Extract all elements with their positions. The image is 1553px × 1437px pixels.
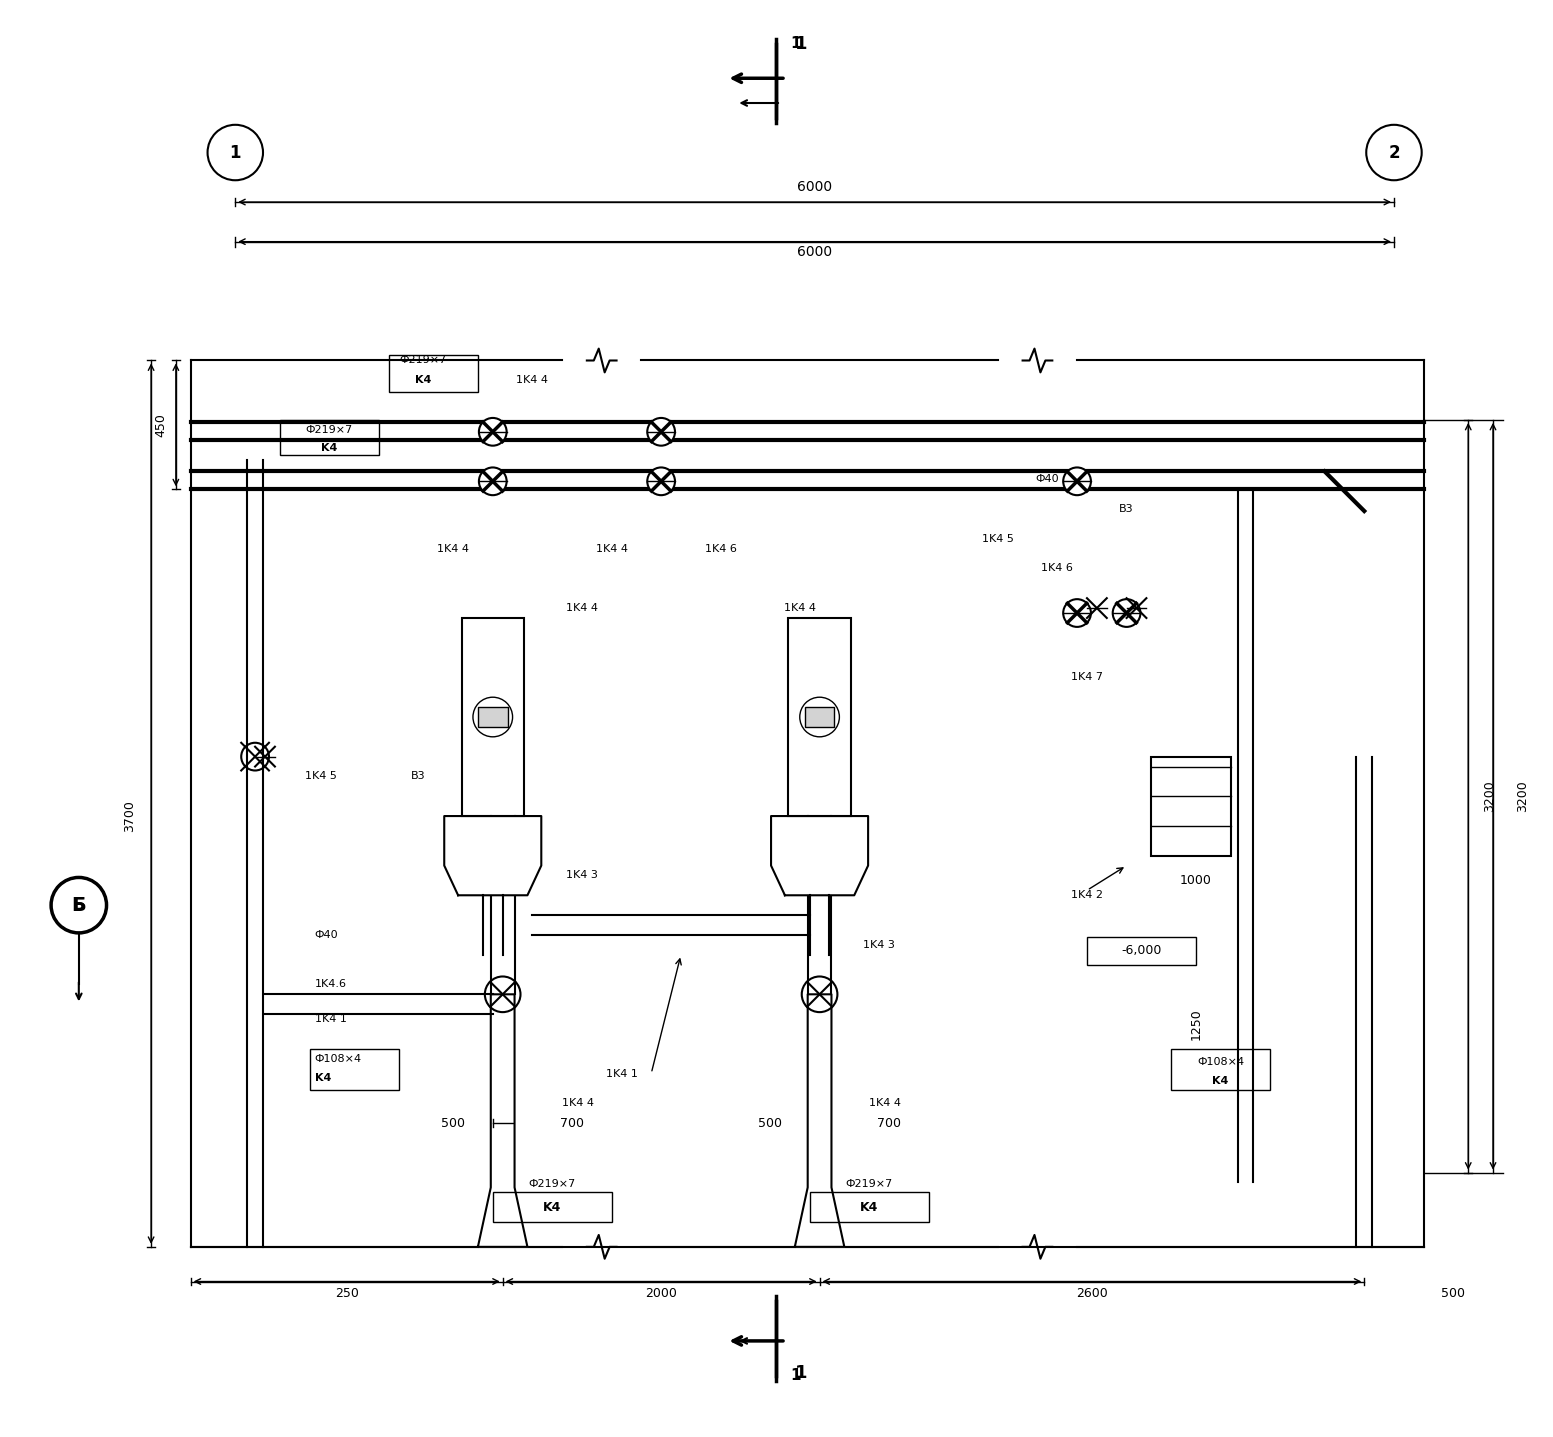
Text: B3: B3 — [1120, 504, 1134, 514]
Bar — [804, 707, 834, 727]
Text: 1K4 4: 1K4 4 — [784, 604, 815, 614]
Text: Ф219×7: Ф219×7 — [845, 1180, 893, 1190]
Text: Ф108×4: Ф108×4 — [1197, 1056, 1244, 1066]
Text: Ф40: Ф40 — [315, 930, 339, 940]
Text: B3: B3 — [412, 772, 426, 782]
Text: 1: 1 — [795, 1364, 808, 1381]
Text: 500: 500 — [441, 1117, 466, 1129]
Text: 250: 250 — [335, 1288, 359, 1300]
Text: K4: K4 — [860, 1201, 879, 1214]
Text: Ф219×7: Ф219×7 — [306, 425, 353, 435]
Text: Ф40: Ф40 — [1036, 474, 1059, 484]
Bar — [1171, 1049, 1270, 1091]
Circle shape — [1112, 599, 1140, 627]
Text: 1000: 1000 — [1180, 874, 1211, 887]
Text: K4: K4 — [415, 375, 432, 385]
Text: 1: 1 — [790, 1368, 801, 1382]
Bar — [280, 420, 379, 454]
Bar — [309, 1049, 399, 1091]
Text: 500: 500 — [758, 1117, 783, 1129]
Text: K4: K4 — [321, 443, 337, 453]
Text: 1K4 3: 1K4 3 — [863, 940, 895, 950]
Text: 1K4 6: 1K4 6 — [705, 543, 736, 553]
Circle shape — [648, 467, 676, 496]
Text: 1: 1 — [790, 36, 801, 52]
Text: K4: K4 — [315, 1073, 331, 1083]
Text: 700: 700 — [561, 1117, 584, 1129]
Bar — [1151, 757, 1230, 855]
Text: 2600: 2600 — [1076, 1288, 1107, 1300]
Bar — [492, 1193, 612, 1221]
Bar — [478, 707, 508, 727]
Bar — [461, 618, 523, 816]
Text: 450: 450 — [154, 412, 168, 437]
Bar — [809, 1193, 929, 1221]
Text: K4: K4 — [1213, 1076, 1228, 1086]
Text: 1K4 4: 1K4 4 — [517, 375, 548, 385]
Text: 1K4.6: 1K4.6 — [315, 980, 346, 990]
Polygon shape — [444, 816, 542, 895]
Polygon shape — [795, 994, 845, 1247]
Text: 1: 1 — [795, 34, 808, 53]
Circle shape — [478, 467, 506, 496]
Text: 1K4 2: 1K4 2 — [1072, 891, 1103, 900]
Circle shape — [648, 418, 676, 445]
Text: 1K4 4: 1K4 4 — [870, 1098, 901, 1108]
Text: 1K4 3: 1K4 3 — [565, 871, 598, 881]
Circle shape — [478, 418, 506, 445]
Text: 3200: 3200 — [1516, 780, 1530, 812]
Text: -6,000: -6,000 — [1121, 944, 1162, 957]
Text: 6000: 6000 — [797, 180, 832, 194]
Text: 6000: 6000 — [797, 244, 832, 259]
Text: 500: 500 — [1441, 1288, 1466, 1300]
Text: 1K4 4: 1K4 4 — [596, 543, 627, 553]
Circle shape — [1064, 467, 1090, 496]
Text: 1K4 7: 1K4 7 — [1072, 673, 1103, 683]
Text: 1250: 1250 — [1190, 1009, 1202, 1040]
Text: 2000: 2000 — [644, 1288, 677, 1300]
Text: 3700: 3700 — [123, 800, 135, 832]
Text: 1K4 6: 1K4 6 — [1042, 563, 1073, 573]
Text: 2: 2 — [1388, 144, 1399, 161]
Text: 1K4 5: 1K4 5 — [304, 772, 337, 782]
Text: 700: 700 — [877, 1117, 901, 1129]
Text: 1K4 5: 1K4 5 — [981, 533, 1014, 543]
Text: 1K4 4: 1K4 4 — [562, 1098, 595, 1108]
Text: 1K4 1: 1K4 1 — [315, 1015, 346, 1025]
Text: 1K4 1: 1K4 1 — [606, 1069, 637, 1079]
Text: 1K4 4: 1K4 4 — [436, 543, 469, 553]
Text: Ф219×7: Ф219×7 — [528, 1180, 576, 1190]
Text: Б: Б — [73, 897, 85, 914]
Bar — [789, 618, 851, 816]
Text: 3200: 3200 — [1483, 780, 1497, 812]
Text: Б: Б — [71, 895, 85, 915]
Text: 1K4 4: 1K4 4 — [565, 604, 598, 614]
Polygon shape — [770, 816, 868, 895]
Bar — [388, 355, 478, 392]
Bar — [1087, 937, 1196, 964]
Text: Ф108×4: Ф108×4 — [315, 1053, 362, 1063]
Text: K4: K4 — [544, 1201, 561, 1214]
Polygon shape — [478, 994, 528, 1247]
Text: 1: 1 — [230, 144, 241, 161]
Text: Ф219×7: Ф219×7 — [399, 355, 447, 365]
Circle shape — [1064, 599, 1090, 627]
